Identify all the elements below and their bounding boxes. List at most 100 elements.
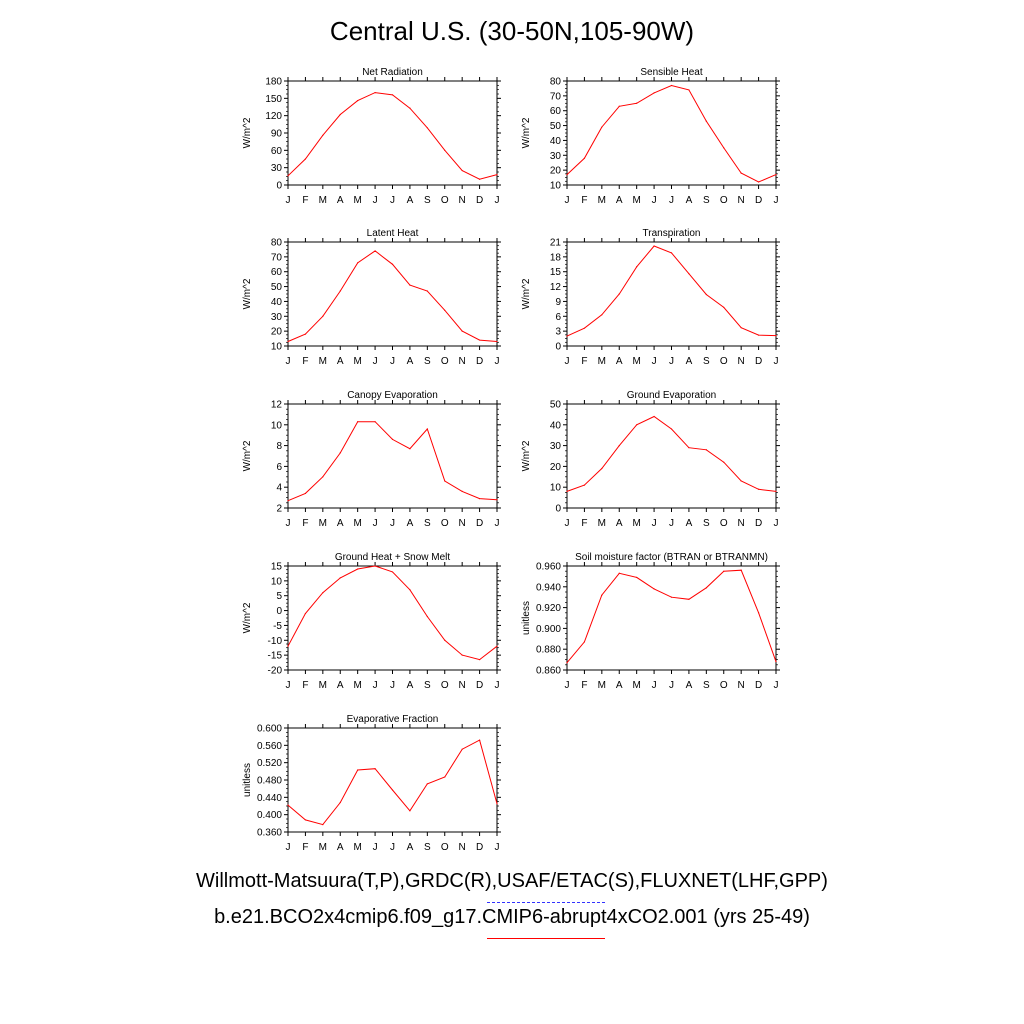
x-tick-label: N xyxy=(459,680,466,691)
panel-8: Evaporative Fraction unitless 0.360 0.400 0.… xyxy=(242,714,501,853)
data-point xyxy=(426,290,428,292)
x-tick-label: M xyxy=(319,842,327,853)
data-point xyxy=(601,594,603,596)
y-tick-label: 40 xyxy=(550,136,562,147)
panel-6: Ground Heat + Snow Melt W/m^2 -20 -15 -10 -5 0… xyxy=(242,552,501,691)
x-tick-label: S xyxy=(703,518,710,529)
panel-title: Soil moisture factor (BTRAN or BTRANMN) xyxy=(575,552,768,563)
x-tick-label: F xyxy=(302,518,308,529)
x-tick-label: N xyxy=(738,680,745,691)
y-tick-label: 12 xyxy=(271,400,283,411)
data-point xyxy=(287,340,289,343)
x-tick-label: J xyxy=(669,356,674,367)
data-point xyxy=(391,94,394,96)
y-tick-label: 180 xyxy=(265,77,282,88)
data-point xyxy=(670,596,673,598)
y-tick-label: 20 xyxy=(550,462,562,473)
data-point xyxy=(357,100,359,102)
x-tick-label: J xyxy=(669,518,674,529)
y-tick-label: 0.360 xyxy=(257,828,282,839)
x-tick-label: M xyxy=(598,518,606,529)
data-point xyxy=(496,645,498,647)
x-tick-label: N xyxy=(459,842,466,853)
data-point xyxy=(374,91,376,94)
data-point xyxy=(740,569,742,571)
y-tick-label: 0 xyxy=(555,504,561,515)
y-tick-label: 50 xyxy=(271,282,283,293)
data-point xyxy=(566,174,568,176)
x-tick-label: J xyxy=(669,680,674,691)
panel-title: Ground Evaporation xyxy=(627,390,717,401)
y-tick-label: 0.480 xyxy=(257,776,282,787)
y-tick-label: 0.920 xyxy=(536,603,561,614)
data-point xyxy=(618,293,620,295)
y-tick-label: 80 xyxy=(271,238,283,249)
x-tick-label: D xyxy=(755,195,762,206)
x-tick-label: A xyxy=(407,680,414,691)
x-tick-label: A xyxy=(686,518,693,529)
x-tick-label: D xyxy=(476,356,483,367)
data-point xyxy=(339,577,341,579)
data-point xyxy=(653,415,655,418)
data-point xyxy=(391,438,394,440)
y-tick-label: 50 xyxy=(550,400,562,411)
data-point xyxy=(304,492,307,495)
x-tick-label: A xyxy=(337,680,344,691)
x-tick-label: A xyxy=(686,680,693,691)
data-point xyxy=(496,340,498,343)
y-tick-label: 10 xyxy=(271,342,283,353)
data-point xyxy=(566,662,568,664)
y-tick-label: 0.600 xyxy=(257,724,282,735)
x-tick-label: O xyxy=(441,680,449,691)
series-line xyxy=(287,565,498,661)
data-point xyxy=(740,172,742,174)
x-tick-label: S xyxy=(703,195,710,206)
x-tick-label: N xyxy=(459,518,466,529)
data-point xyxy=(723,570,725,572)
y-tick-label: 80 xyxy=(550,77,562,88)
x-tick-label: A xyxy=(407,842,414,853)
x-tick-label: S xyxy=(424,195,431,206)
data-point xyxy=(409,107,411,109)
x-tick-label: D xyxy=(755,356,762,367)
data-point xyxy=(723,147,725,149)
y-tick-label: 0 xyxy=(276,606,282,617)
data-point xyxy=(287,175,289,177)
data-point xyxy=(478,498,481,500)
y-tick-label: 40 xyxy=(271,297,283,308)
data-point xyxy=(461,490,463,492)
y-tick-label: 9 xyxy=(555,297,561,308)
x-tick-label: N xyxy=(738,195,745,206)
y-tick-label: 30 xyxy=(550,441,562,452)
x-tick-label: J xyxy=(373,356,378,367)
data-point xyxy=(287,804,289,806)
data-point xyxy=(391,789,394,791)
x-tick-label: D xyxy=(755,518,762,529)
x-tick-label: S xyxy=(424,518,431,529)
x-tick-label: M xyxy=(353,195,361,206)
y-tick-label: 10 xyxy=(271,420,283,431)
y-tick-label: 30 xyxy=(271,163,283,174)
x-tick-label: M xyxy=(353,680,361,691)
x-tick-label: F xyxy=(581,518,587,529)
plot-frame xyxy=(566,565,777,671)
y-tick-label: 20 xyxy=(550,166,562,177)
data-point xyxy=(339,801,341,804)
data-point xyxy=(461,654,463,656)
panel-title: Evaporative Fraction xyxy=(347,714,439,725)
plot-frame xyxy=(287,80,498,186)
data-point xyxy=(653,588,655,590)
x-tick-label: O xyxy=(441,195,449,206)
y-tick-label: 50 xyxy=(550,121,562,132)
plot-frame xyxy=(566,403,777,509)
data-point xyxy=(478,339,481,341)
y-tick-label: 10 xyxy=(550,181,562,192)
data-point xyxy=(444,639,446,641)
x-tick-label: M xyxy=(598,356,606,367)
x-tick-label: A xyxy=(686,195,693,206)
y-tick-label: 0.900 xyxy=(536,624,561,635)
x-tick-label: M xyxy=(353,518,361,529)
y-tick-label: 0.440 xyxy=(257,793,282,804)
